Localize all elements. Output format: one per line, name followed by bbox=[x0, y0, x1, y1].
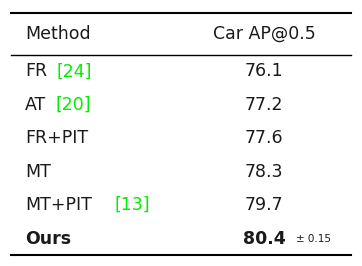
Text: 77.6: 77.6 bbox=[245, 129, 283, 147]
Text: ± 0.15: ± 0.15 bbox=[296, 234, 331, 244]
Text: [13]: [13] bbox=[114, 196, 150, 214]
Text: Method: Method bbox=[25, 25, 91, 43]
Text: [24]: [24] bbox=[57, 62, 92, 80]
Text: FR+PIT: FR+PIT bbox=[25, 129, 88, 147]
Text: AT: AT bbox=[25, 96, 47, 114]
Text: 78.3: 78.3 bbox=[245, 163, 283, 181]
Text: [20]: [20] bbox=[56, 96, 91, 114]
Text: MT: MT bbox=[25, 163, 51, 181]
Text: FR: FR bbox=[25, 62, 47, 80]
Text: Ours: Ours bbox=[25, 230, 71, 248]
Text: Car AP@0.5: Car AP@0.5 bbox=[213, 25, 316, 43]
Text: 77.2: 77.2 bbox=[245, 96, 283, 114]
Text: MT+PIT: MT+PIT bbox=[25, 196, 92, 214]
Text: 79.7: 79.7 bbox=[245, 196, 283, 214]
Text: 76.1: 76.1 bbox=[245, 62, 283, 80]
Text: 80.4: 80.4 bbox=[243, 230, 286, 248]
